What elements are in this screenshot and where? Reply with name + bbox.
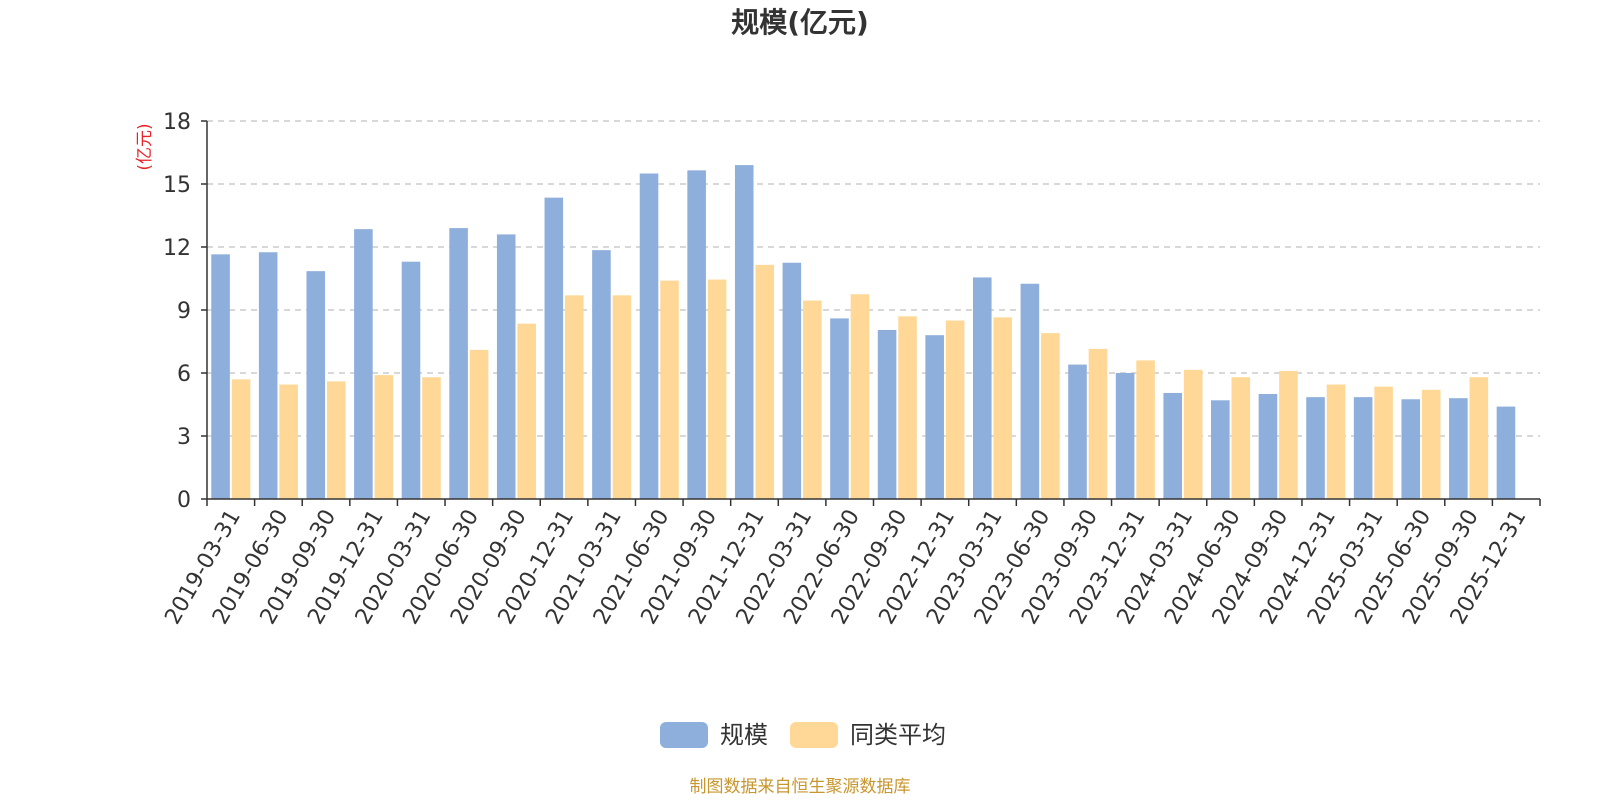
bar-规模-2024-06-30 — [1211, 400, 1230, 499]
y-tick-label-12: 12 — [163, 236, 191, 261]
bar-同类平均-2022-06-30 — [850, 294, 870, 499]
bar-规模-2025-03-31 — [1353, 397, 1373, 499]
bar-规模-2025-09-30 — [1449, 398, 1468, 499]
bar-规模-2019-06-30 — [258, 252, 278, 499]
bar-规模-2022-12-31 — [925, 335, 944, 499]
bar-规模-2021-12-31 — [734, 165, 754, 499]
bar-同类平均-2020-09-30 — [517, 323, 536, 499]
bar-规模-2022-06-30 — [830, 318, 849, 499]
bar-规模-2025-12-31 — [1496, 406, 1516, 499]
bar-同类平均-2019-03-31 — [231, 379, 251, 499]
bar-规模-2021-03-31 — [592, 250, 611, 499]
bar-规模-2023-12-31 — [1115, 373, 1135, 499]
bar-同类平均-2020-12-31 — [565, 295, 584, 499]
y-tick-label-3: 3 — [177, 425, 191, 450]
bar-同类平均-2022-09-30 — [898, 316, 917, 499]
bar-规模-2020-06-30 — [449, 228, 468, 499]
bar-同类平均-2024-06-30 — [1231, 377, 1251, 499]
bar-同类平均-2023-09-30 — [1088, 348, 1108, 499]
bar-规模-2020-12-31 — [544, 197, 564, 499]
bar-同类平均-2021-03-31 — [612, 295, 632, 499]
legend-label-同类平均[interactable]: 同类平均 — [850, 721, 946, 749]
bar-同类平均-2023-06-30 — [1041, 333, 1060, 499]
bar-规模-2019-03-31 — [211, 254, 230, 499]
y-tick-label-18: 18 — [163, 110, 191, 135]
legend-swatch-同类平均[interactable] — [790, 722, 838, 748]
bar-规模-2021-09-30 — [687, 170, 706, 499]
bar-规模-2021-06-30 — [639, 173, 659, 499]
bar-同类平均-2025-09-30 — [1469, 377, 1489, 499]
bar-同类平均-2025-06-30 — [1421, 389, 1441, 499]
bar-同类平均-2019-09-30 — [326, 381, 346, 499]
y-tick-label-0: 0 — [177, 488, 191, 513]
bar-规模-2025-06-30 — [1401, 399, 1421, 499]
legend: 规模 同类平均 — [660, 721, 946, 749]
y-tick-label-15: 15 — [163, 173, 191, 198]
legend-label-规模[interactable]: 规模 — [720, 721, 768, 749]
bar-规模-2020-09-30 — [496, 234, 516, 499]
bar-规模-2022-09-30 — [877, 329, 897, 499]
bar-同类平均-2021-06-30 — [660, 280, 679, 499]
bar-同类平均-2023-12-31 — [1136, 360, 1155, 499]
bar-规模-2023-06-30 — [1020, 283, 1040, 499]
bar-同类平均-2020-03-31 — [422, 377, 441, 499]
bar-同类平均-2022-12-31 — [945, 320, 965, 499]
bar-同类平均-2022-03-31 — [803, 300, 822, 499]
y-tick-label-9: 9 — [177, 299, 191, 324]
bar-layer — [211, 165, 1516, 499]
bar-同类平均-2020-06-30 — [469, 349, 489, 499]
bar-同类平均-2023-03-31 — [993, 317, 1013, 499]
bar-规模-2019-12-31 — [354, 229, 373, 499]
bar-规模-2023-09-30 — [1068, 364, 1087, 499]
bar-同类平均-2021-12-31 — [755, 264, 775, 499]
chart-title: 规模(亿元) — [731, 6, 869, 39]
bar-规模-2024-12-31 — [1306, 397, 1325, 499]
bar-同类平均-2019-06-30 — [279, 384, 298, 499]
bar-规模-2023-03-31 — [972, 277, 992, 499]
bar-规模-2020-03-31 — [401, 261, 421, 499]
bar-同类平均-2024-09-30 — [1279, 370, 1298, 499]
legend-swatch-规模[interactable] — [660, 722, 708, 748]
bar-规模-2019-09-30 — [306, 271, 326, 499]
bar-同类平均-2025-03-31 — [1374, 386, 1393, 499]
bar-同类平均-2021-09-30 — [707, 279, 727, 499]
data-source-note: 制图数据来自恒生聚源数据库 — [690, 777, 911, 797]
bar-同类平均-2019-12-31 — [374, 375, 394, 499]
bar-规模-2024-03-31 — [1163, 392, 1182, 499]
bar-规模-2024-09-30 — [1258, 394, 1278, 499]
bar-同类平均-2024-12-31 — [1326, 384, 1346, 499]
bar-规模-2022-03-31 — [782, 262, 802, 499]
y-axis-label: (亿元) — [135, 123, 155, 170]
y-tick-label-6: 6 — [177, 362, 191, 387]
bar-同类平均-2024-03-31 — [1183, 369, 1203, 499]
